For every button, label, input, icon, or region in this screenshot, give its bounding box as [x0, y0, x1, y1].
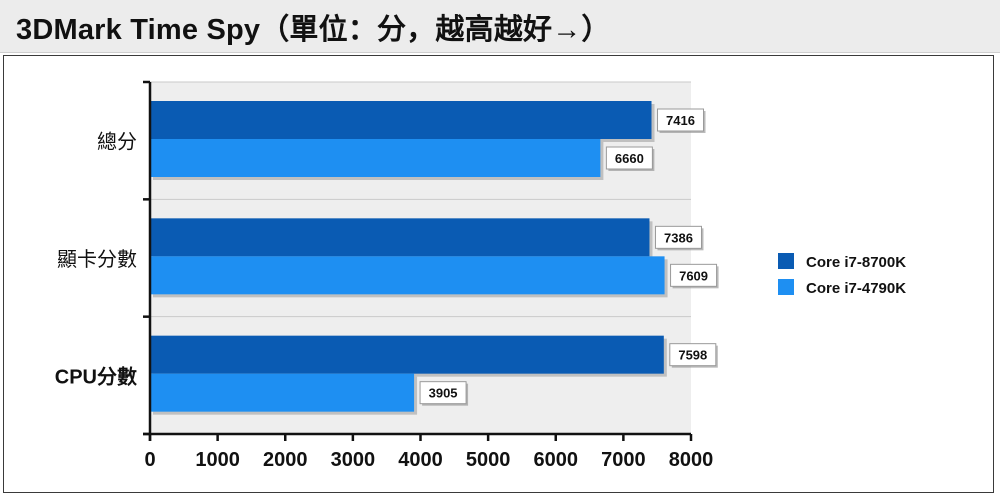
legend-label: Core i7-4790K — [806, 280, 906, 297]
category-label: CPU分數 — [55, 365, 137, 388]
data-label: 7416 — [666, 113, 695, 128]
data-label-box — [669, 343, 717, 367]
data-label-box — [419, 381, 467, 405]
bar — [150, 218, 650, 257]
legend: Core i7-8700K Core i7-4790K — [778, 253, 906, 297]
x-tick-label: 0 — [144, 449, 155, 471]
legend-label: Core i7-8700K — [806, 254, 906, 271]
data-label: 6660 — [615, 151, 644, 166]
data-label-box — [605, 146, 653, 170]
x-tick-label: 8000 — [669, 449, 714, 471]
bar — [150, 139, 601, 177]
data-labels: 7416 6660 7386 7609 7598 3905 — [419, 108, 719, 406]
title-bar: 3DMark Time Spy（單位：分，越高越好→） — [0, 0, 1000, 53]
data-label-box — [670, 263, 718, 287]
data-label-box — [654, 225, 702, 249]
x-tick-label: 7000 — [601, 449, 646, 471]
data-label: 3905 — [429, 386, 458, 401]
bar — [150, 335, 664, 374]
axes — [143, 80, 693, 441]
category-label: 顯卡分數 — [57, 247, 137, 271]
data-label: 7598 — [678, 348, 707, 363]
x-tick-label: 2000 — [263, 449, 308, 471]
tick-labels: 0 1000 2000 3000 4000 5000 6000 7000 8000 — [144, 449, 713, 471]
x-tick-label: 4000 — [398, 449, 443, 471]
legend-swatch — [778, 279, 794, 295]
bars — [150, 101, 668, 415]
x-tick-label: 1000 — [195, 449, 240, 471]
x-tick-label: 5000 — [466, 449, 511, 471]
chart-title: 3DMark Time Spy（單位：分，越高越好→） — [16, 14, 611, 46]
data-label: 7386 — [664, 230, 693, 245]
legend-swatch — [778, 253, 794, 269]
x-tick-label: 6000 — [534, 449, 579, 471]
bar — [150, 101, 652, 139]
x-tick-label: 3000 — [331, 449, 376, 471]
category-label: 總分 — [97, 130, 137, 154]
bar — [150, 256, 665, 295]
bar — [150, 373, 415, 412]
data-label-box — [657, 108, 705, 132]
data-label: 7609 — [679, 268, 708, 283]
